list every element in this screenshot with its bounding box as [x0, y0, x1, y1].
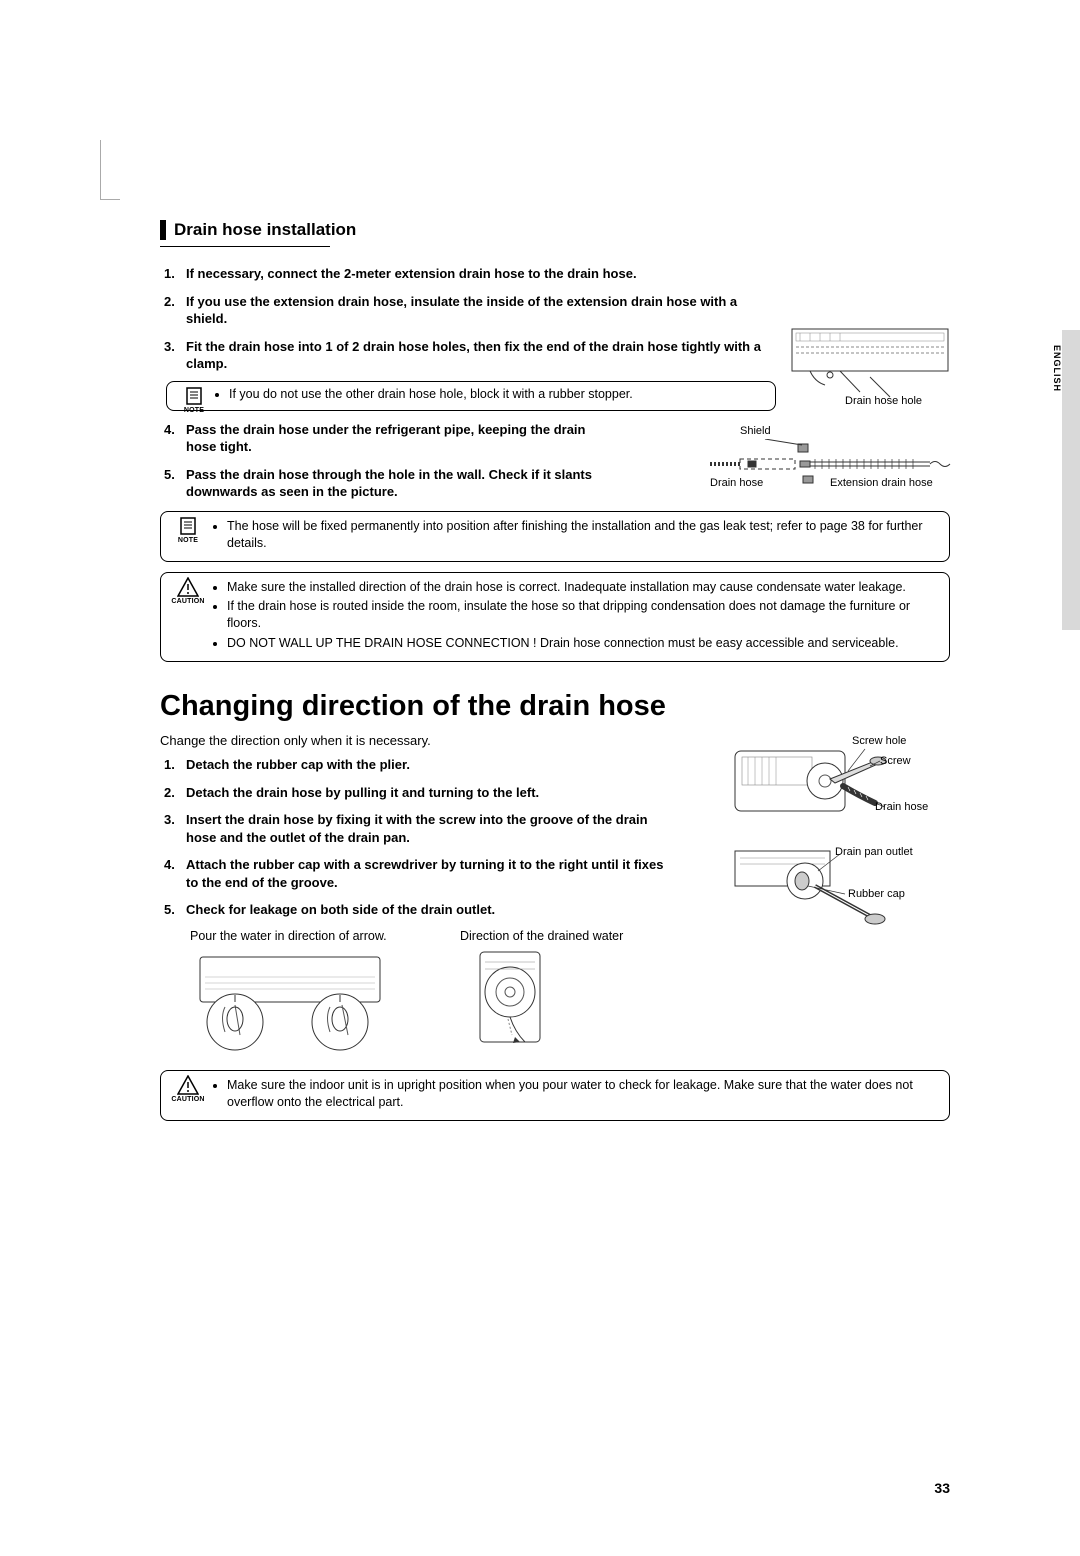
caution-label: CAUTION — [167, 597, 209, 606]
figure-drained-water: Direction of the drained water — [460, 929, 630, 1060]
step2-4: Attach the rubber cap with a screwdriver… — [160, 856, 670, 891]
step-5: Pass the drain hose through the hole in … — [160, 466, 600, 501]
callout-drain-pan-outlet: Drain pan outlet — [835, 846, 913, 858]
figure-pour-water: Pour the water in direction of arrow. — [190, 929, 400, 1060]
caution-icon: CAUTION — [167, 577, 209, 606]
step-4-text: Pass the drain hose under the refrigeran… — [186, 422, 585, 455]
callout-screw-hole: Screw hole — [852, 735, 906, 747]
callout-drain-hose-hole: Drain hose hole — [845, 395, 922, 407]
figure-rubber-cap: Drain pan outlet Rubber cap — [730, 846, 930, 929]
steps-list-1: If necessary, connect the 2-meter extens… — [160, 265, 780, 501]
language-tab — [1062, 330, 1080, 630]
step2-3: Insert the drain hose by fixing it with … — [160, 811, 670, 846]
step-2: If you use the extension drain hose, ins… — [160, 293, 780, 328]
section-rule — [160, 246, 330, 247]
step-1: If necessary, connect the 2-meter extens… — [160, 265, 780, 283]
page-content: Drain hose installation If necessary, co… — [160, 220, 950, 1131]
note-box-1: NOTE If you do not use the other drain h… — [166, 381, 776, 411]
step-3-text: Fit the drain hose into 1 of 2 drain hos… — [186, 339, 761, 372]
callout-drain-hose: Drain hose — [710, 477, 763, 489]
figure-indoor-unit: Drain hose hole — [790, 327, 950, 410]
caption-pour: Pour the water in direction of arrow. — [190, 929, 400, 943]
caution-label: CAUTION — [167, 1095, 209, 1104]
note-icon: NOTE — [167, 516, 209, 545]
step2-5: Check for leakage on both side of the dr… — [160, 901, 670, 919]
step-4: Pass the drain hose under the refrigeran… — [160, 421, 600, 456]
step-5-text: Pass the drain hose through the hole in … — [186, 467, 592, 500]
callout-rubber-cap: Rubber cap — [848, 888, 905, 900]
caption-direction: Direction of the drained water — [460, 929, 630, 943]
note-label: NOTE — [173, 406, 215, 415]
note-1-text: If you do not use the other drain hose h… — [229, 386, 767, 403]
step-3: Fit the drain hose into 1 of 2 drain hos… — [160, 338, 780, 411]
steps-list-2: Detach the rubber cap with the plier. De… — [160, 756, 670, 919]
figure-screw: Screw hole Screw Drain hose — [730, 741, 930, 834]
callout-drain-hose-2: Drain hose — [875, 801, 928, 813]
heading-changing-direction: Changing direction of the drain hose — [160, 690, 950, 723]
section-title-drain-hose: Drain hose installation — [160, 220, 356, 240]
caution-1-item-3: DO NOT WALL UP THE DRAIN HOSE CONNECTION… — [227, 635, 939, 652]
language-label: ENGLISH — [1052, 345, 1062, 392]
note-2-text: The hose will be fixed permanently into … — [227, 518, 939, 552]
page-number: 33 — [934, 1480, 950, 1496]
caution-box-1: CAUTION Make sure the installed directio… — [160, 572, 950, 663]
note-label: NOTE — [167, 536, 209, 545]
step2-1: Detach the rubber cap with the plier. — [160, 756, 670, 774]
crop-mark — [100, 140, 120, 200]
callout-shield: Shield — [740, 425, 771, 437]
callout-screw: Screw — [880, 755, 911, 767]
note-icon: NOTE — [173, 386, 215, 415]
note-box-2: NOTE The hose will be fixed permanently … — [160, 511, 950, 562]
bottom-figures-row: Pour the water in direction of arrow. Di… — [190, 929, 950, 1060]
caution-1-item-2: If the drain hose is routed inside the r… — [227, 598, 939, 632]
caution-box-2: CAUTION Make sure the indoor unit is in … — [160, 1070, 950, 1121]
caution-icon: CAUTION — [167, 1075, 209, 1104]
caution-1-item-1: Make sure the installed direction of the… — [227, 579, 939, 596]
callout-extension: Extension drain hose — [830, 477, 933, 489]
caution-2-item-1: Make sure the indoor unit is in upright … — [227, 1077, 939, 1111]
step2-2: Detach the drain hose by pulling it and … — [160, 784, 670, 802]
figure-shield: Shield Drain hose Extension drain hose — [710, 425, 960, 492]
